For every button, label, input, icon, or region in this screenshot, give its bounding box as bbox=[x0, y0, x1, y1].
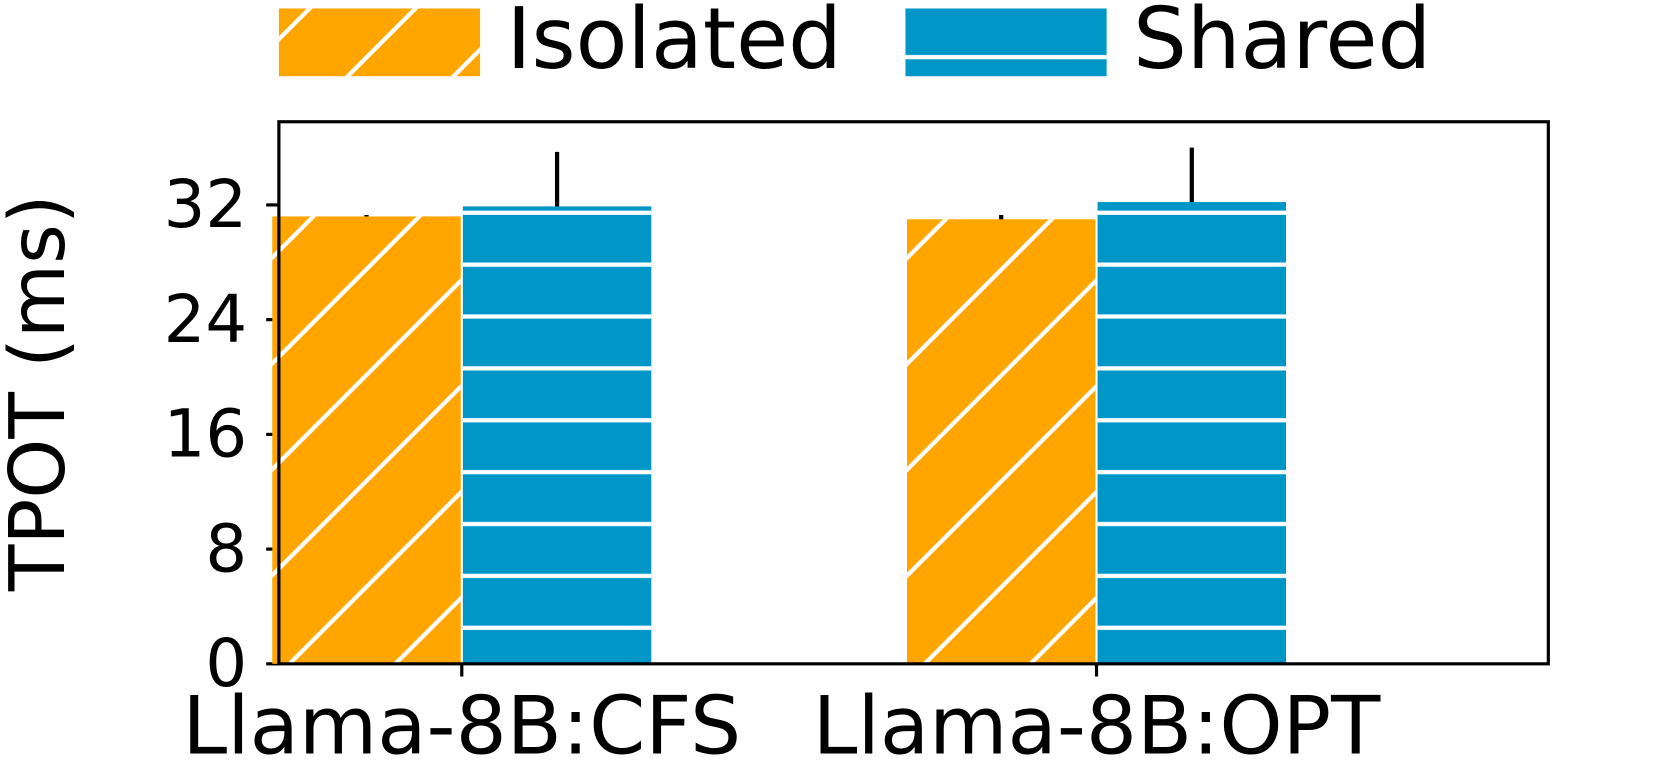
bar-hatch bbox=[906, 219, 1096, 664]
y-tick-label: 32 bbox=[164, 167, 248, 243]
y-tick-label: 24 bbox=[164, 282, 248, 358]
legend-label: Shared bbox=[1133, 0, 1431, 88]
y-axis-label: TPOT (ms) bbox=[0, 194, 82, 592]
x-tick-label: Llama-8B:OPT bbox=[813, 679, 1382, 773]
y-tick-label: 0 bbox=[205, 626, 247, 702]
bar-hatch bbox=[1097, 202, 1287, 664]
y-tick-label: 16 bbox=[164, 397, 248, 473]
legend-swatch-hatch bbox=[278, 8, 481, 77]
axes-frame bbox=[277, 120, 1550, 666]
legend-label: Isolated bbox=[507, 0, 842, 88]
bar-hatch bbox=[462, 206, 652, 664]
legend-swatch-hatch bbox=[905, 8, 1107, 77]
y-tick-label: 8 bbox=[205, 511, 247, 587]
bar-hatch bbox=[272, 216, 461, 664]
x-tick-label: Llama-8B:CFS bbox=[182, 679, 741, 773]
